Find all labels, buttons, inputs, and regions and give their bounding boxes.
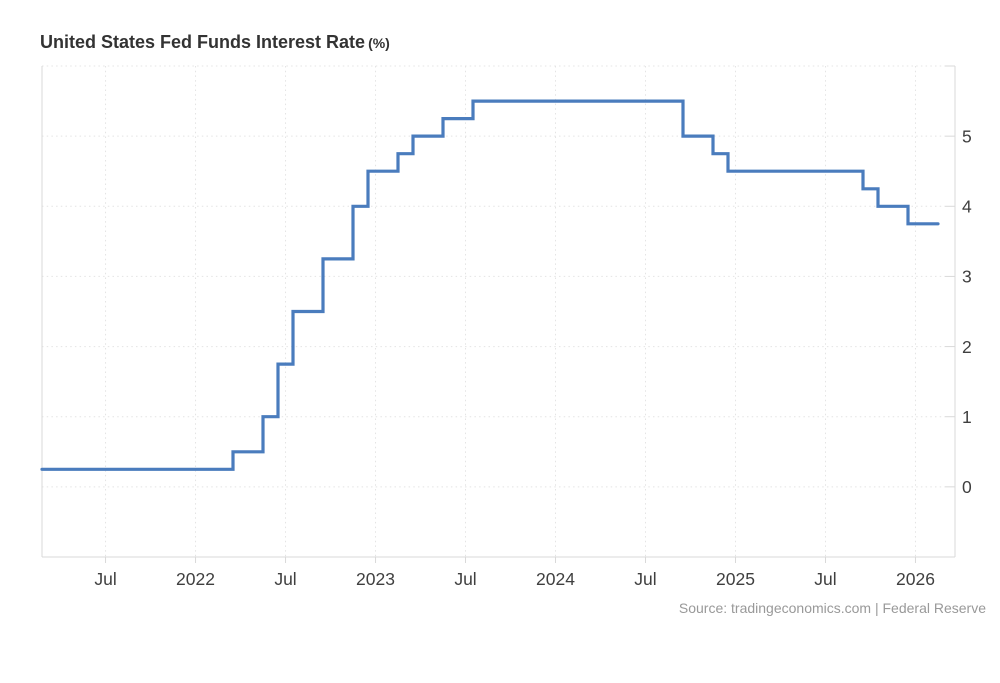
- x-axis-tick-label: 2023: [356, 569, 395, 589]
- y-axis-tick-label: 3: [962, 267, 972, 287]
- y-axis-tick-label: 1: [962, 407, 972, 427]
- x-axis-tick-label: Jul: [634, 569, 656, 589]
- x-axis-tick-label: 2022: [176, 569, 215, 589]
- x-axis-tick-label: 2025: [716, 569, 755, 589]
- x-axis-tick-label: 2024: [536, 569, 575, 589]
- x-axis-tick-label: Jul: [454, 569, 476, 589]
- y-axis-tick-label: 0: [962, 477, 972, 497]
- chart-title: United States Fed Funds Interest Rate (%): [40, 32, 390, 53]
- chart-title-unit: (%): [368, 35, 390, 51]
- fed-funds-rate-step-line[interactable]: [40, 99, 940, 471]
- x-axis-tick-label: 2026: [896, 569, 935, 589]
- x-axis-tick-label: Jul: [814, 569, 836, 589]
- y-axis-tick-label: 5: [962, 126, 972, 146]
- source-text: Source: tradingeconomics.com | Federal R…: [678, 600, 986, 616]
- x-axis-tick-label: Jul: [94, 569, 116, 589]
- y-axis-tick-label: 4: [962, 196, 972, 216]
- x-axis-tick-label: Jul: [274, 569, 296, 589]
- y-axis-tick-label: 2: [962, 337, 972, 357]
- chart-title-text: United States Fed Funds Interest Rate: [40, 32, 366, 52]
